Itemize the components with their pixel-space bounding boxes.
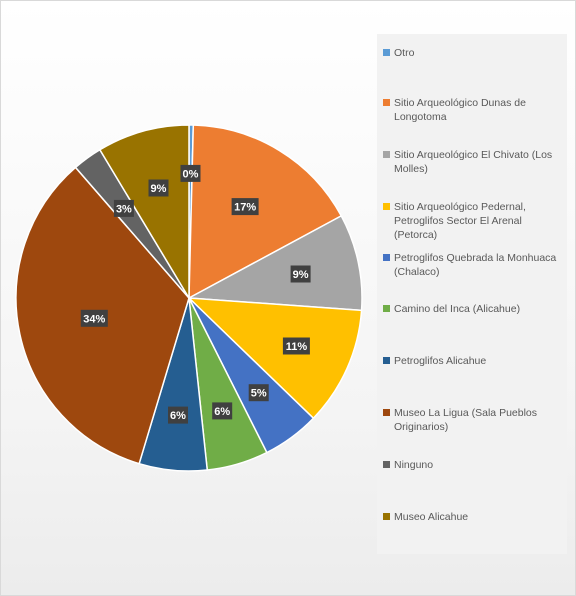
data-label-dunas-longotoma: 17%	[231, 198, 259, 216]
svg-text:5%: 5%	[251, 388, 267, 400]
data-label-el-chivato: 9%	[290, 265, 311, 283]
legend-label: Sitio Arqueológico El Chivato (Los Molle…	[394, 149, 553, 175]
legend-swatch	[383, 305, 390, 312]
legend-swatch	[383, 49, 390, 56]
pie-slice-museo-alicahue	[98, 124, 190, 301]
legend-label: Camino del Inca (Alicahue)	[394, 303, 521, 315]
legend: Otro Sitio Arqueológico Dunas de Longotom…	[377, 34, 567, 554]
svg-text:9%: 9%	[151, 183, 167, 195]
pie-slice-dunas-longotoma	[188, 124, 343, 300]
legend-swatch	[383, 461, 390, 468]
legend-label: Sitio Arqueológico Dunas de Longotoma	[394, 97, 526, 123]
legend-label: Museo Alicahue	[394, 511, 469, 523]
data-label-ninguno: 3%	[113, 199, 134, 217]
legend-label: Museo La Ligua (Sala Pueblos Originarios…	[394, 407, 538, 433]
legend-label: Petroglifos Quebrada la Monhuaca (Chalac…	[394, 252, 557, 278]
svg-text:6%: 6%	[214, 406, 230, 418]
legend-label: Otro	[394, 47, 415, 59]
pie-chart: 0% 17% 9% 11% 5% 6% 6% 34% 3% 9%	[15, 124, 363, 472]
pie-slice-el-chivato	[186, 214, 363, 312]
data-label-camino-inca: 6%	[212, 402, 233, 420]
legend-label: Ninguno	[394, 459, 434, 471]
data-label-museo-la-ligua: 34%	[80, 309, 108, 327]
legend-swatch	[383, 203, 390, 210]
legend-label: Petroglifos Alicahue	[394, 355, 487, 367]
svg-text:17%: 17%	[234, 202, 256, 214]
svg-text:9%: 9%	[293, 269, 309, 281]
svg-text:0%: 0%	[183, 168, 199, 180]
legend-swatch	[383, 409, 390, 416]
pie-slice-pedernal	[186, 297, 363, 420]
legend-swatch	[383, 357, 390, 364]
data-label-pedernal: 11%	[282, 337, 310, 355]
data-label-museo-alicahue: 9%	[148, 179, 169, 197]
legend-swatch	[383, 254, 390, 261]
svg-text:6%: 6%	[170, 410, 186, 422]
legend-swatch	[383, 99, 390, 106]
data-label-petroglifos-alicahue: 6%	[168, 406, 188, 424]
svg-text:3%: 3%	[116, 203, 132, 215]
legend-swatch	[383, 513, 390, 520]
legend-label: Sitio Arqueológico Pedernal, Petroglifos…	[394, 201, 526, 241]
data-label-otro: 0%	[180, 164, 201, 182]
svg-text:34%: 34%	[83, 313, 105, 325]
data-label-quebrada-monhuaca: 5%	[248, 384, 269, 402]
legend-swatch	[383, 151, 390, 158]
svg-text:11%: 11%	[286, 341, 308, 353]
